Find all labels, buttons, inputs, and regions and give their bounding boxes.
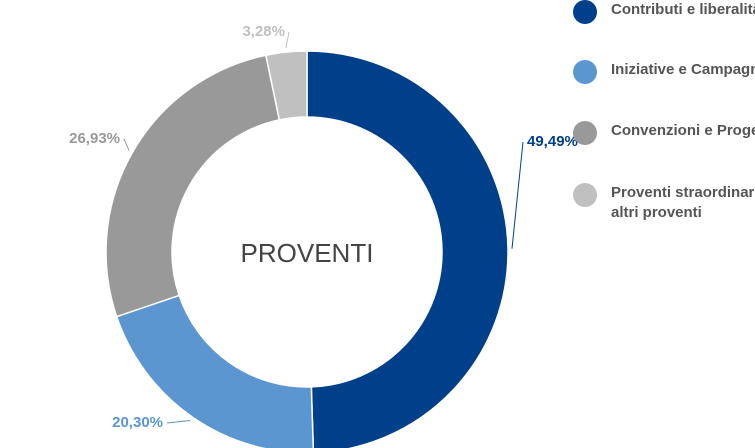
legend-marker [573,121,597,145]
legend-label: Contributi e liberalità [611,1,755,18]
data-label: 3,28% [242,23,285,40]
legend-marker [573,0,597,24]
leader-line [166,420,191,424]
legend-label: Proventi straordinari e altri proventi [611,184,755,221]
legend-marker [573,60,597,84]
legend-marker [573,183,597,207]
donut-segment [306,50,509,448]
leader-line [123,138,130,151]
leader-line [285,31,290,49]
legend-label: Convenzioni e Progetti [611,122,755,139]
data-label: 20,30% [112,414,163,431]
legend-label: Iniziative e Campagne [611,61,755,78]
data-label: 49,49% [527,133,578,150]
donut-segment [105,54,281,318]
leader-line [511,141,524,249]
data-label: 26,93% [69,130,120,147]
donut-segment [264,50,308,121]
center-label: PROVENTI [241,238,374,268]
